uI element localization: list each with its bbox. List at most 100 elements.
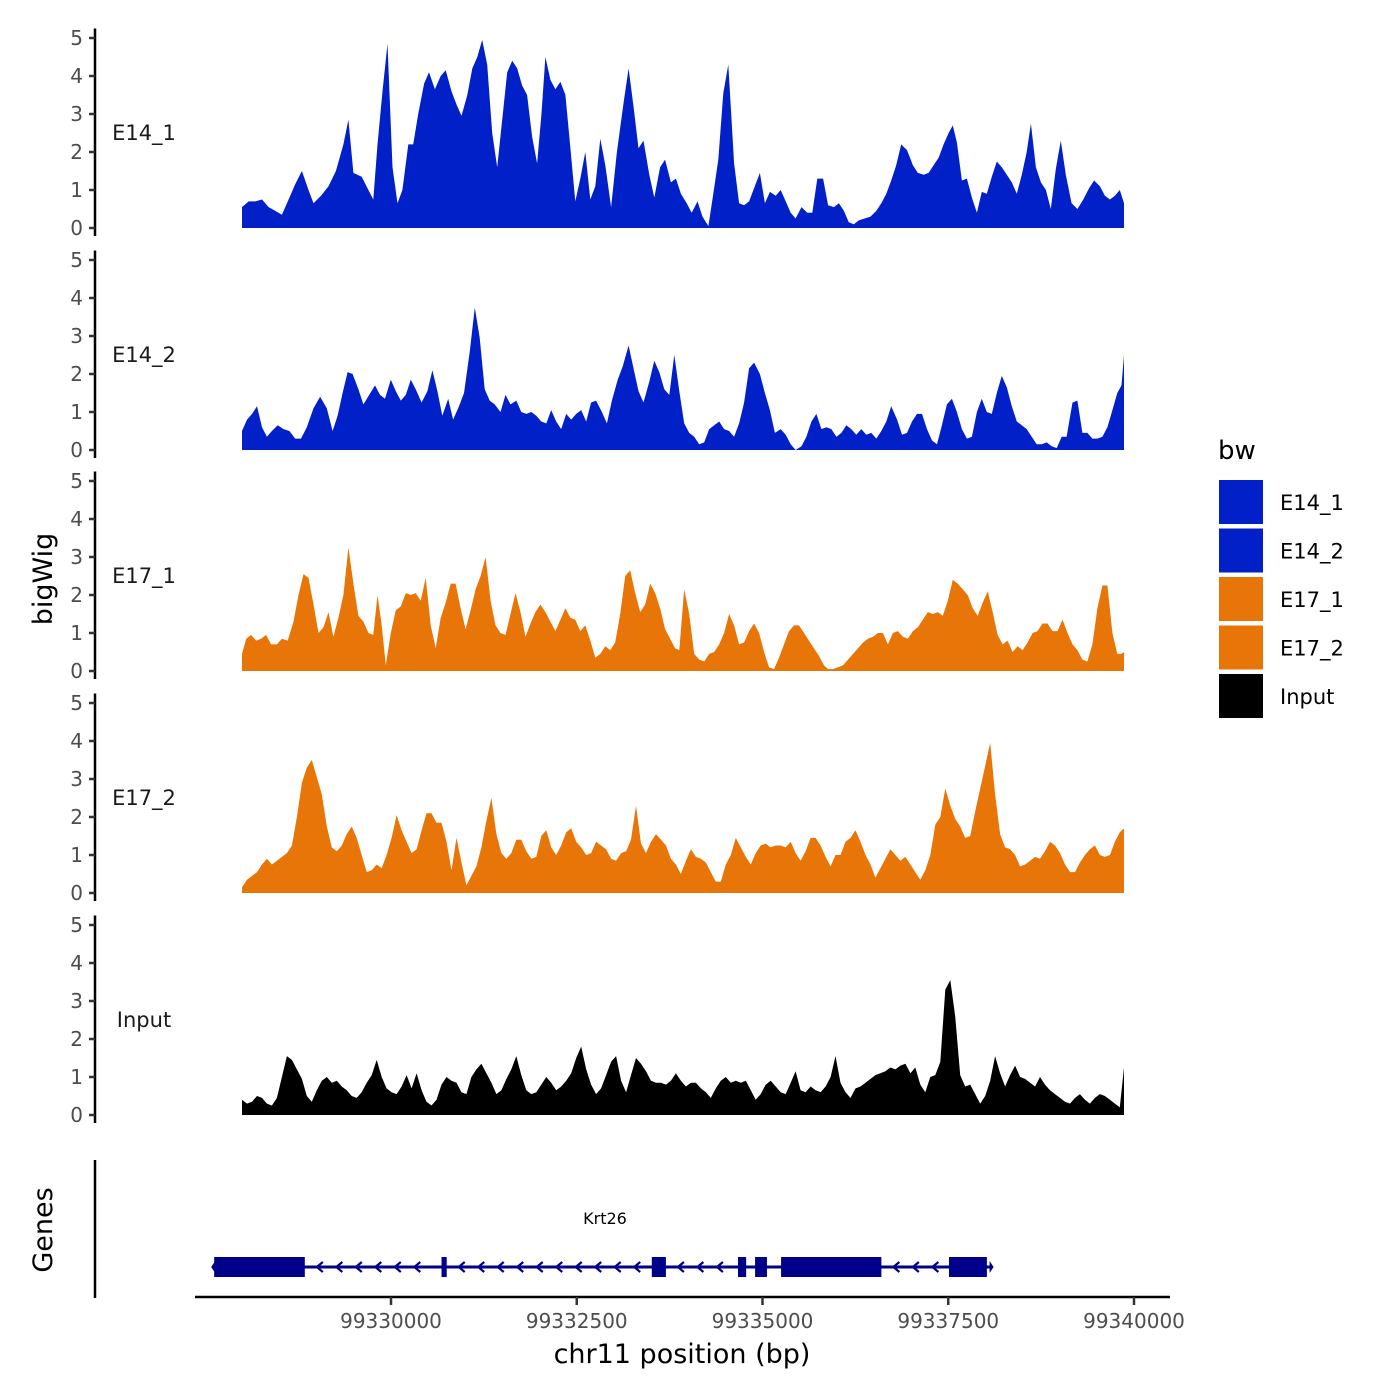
y-tick-label: 0: [70, 1103, 83, 1127]
gene-exon: [781, 1257, 882, 1277]
strand-arrow: [593, 1261, 602, 1273]
legend-items: E14_1 E14_2 E17_1 E17_2 Input: [1219, 480, 1344, 718]
y-tick-label: 3: [70, 545, 83, 569]
legend-item: E17_1: [1219, 577, 1344, 621]
signal-area-Input: [242, 980, 1124, 1115]
legend-label: E17_2: [1280, 637, 1344, 662]
legend-swatch: [1219, 480, 1263, 524]
gene-exon: [651, 1257, 666, 1277]
signal-area-E17_2: [242, 742, 1124, 893]
legend-label: E17_1: [1280, 588, 1344, 613]
y-tick-label: 1: [70, 400, 83, 424]
legend-swatch: [1219, 674, 1263, 718]
y-tick-label: 2: [70, 362, 83, 386]
strand-arrow: [334, 1261, 344, 1273]
gene-name-label: Krt26: [583, 1209, 627, 1228]
strand-arrow: [632, 1261, 641, 1273]
strand-arrow: [496, 1261, 505, 1273]
y-tick-label: 2: [70, 140, 83, 164]
legend-swatch: [1219, 577, 1263, 621]
strand-arrow: [354, 1261, 363, 1273]
x-tick-label: 99330000: [340, 1309, 442, 1333]
y-tick-label: 5: [70, 691, 83, 715]
y-tick-label: 5: [70, 469, 83, 493]
strand-arrow: [554, 1261, 563, 1273]
y-tick-label: 4: [70, 286, 83, 310]
legend-title: bw: [1218, 436, 1256, 466]
y-tick-label: 1: [70, 843, 83, 867]
strand-arrow: [911, 1261, 920, 1273]
signal-area-E14_2: [242, 307, 1124, 450]
gene-exon: [948, 1257, 987, 1277]
y-tick-label: 4: [70, 507, 83, 531]
track-label: E14_2: [112, 343, 176, 368]
y-tick-label: 1: [70, 178, 83, 202]
y-tick-label: 0: [70, 438, 83, 462]
legend-label: Input: [1280, 685, 1334, 709]
y-tick-label: 2: [70, 583, 83, 607]
legend-swatch: [1219, 528, 1263, 573]
gene-exon: [737, 1257, 747, 1277]
strand-arrow: [515, 1261, 524, 1273]
legend-item: E14_1: [1219, 480, 1344, 524]
strand-arrow: [613, 1261, 622, 1273]
y-tick-label: 5: [70, 913, 83, 937]
x-axis-ticks: 99330000 99332500 99335000 99337500 99340000: [340, 1297, 1185, 1333]
strand-arrow: [676, 1261, 685, 1273]
x-tick-label: 99337500: [897, 1309, 999, 1333]
y-tick-label: 0: [70, 881, 83, 905]
track-panels: 0 1 2 3 4 5 E14_1 0 1 2 3 4 5 E14_2 0 1 2 3 4 5 E17_1 0 1 2 3 4 5 E…: [70, 26, 1124, 1127]
y-tick-label: 2: [70, 805, 83, 829]
x-axis-title: chr11 position (bp): [554, 1339, 811, 1370]
signal-area-E17_1: [242, 547, 1124, 671]
legend-item: Input: [1219, 674, 1334, 718]
strand-arrow: [412, 1261, 422, 1273]
strand-arrow: [574, 1261, 583, 1273]
gene-track-label: Genes: [28, 1187, 59, 1272]
y-tick-label: 4: [70, 951, 83, 975]
legend-item: E14_2: [1219, 528, 1344, 573]
legend-label: E14_1: [1280, 491, 1344, 516]
y-tick-label: 0: [70, 659, 83, 683]
track-panel-E14_2: 0 1 2 3 4 5 E14_2: [70, 248, 1124, 462]
strand-arrow: [930, 1261, 940, 1273]
gene-model: [211, 1257, 994, 1277]
strand-arrow: [457, 1261, 466, 1273]
y-tick-label: 3: [70, 767, 83, 791]
gene-end-tip: [989, 1261, 994, 1273]
strand-arrow: [373, 1261, 383, 1273]
track-label: Input: [117, 1008, 171, 1032]
strand-arrow: [695, 1261, 705, 1273]
y-tick-label: 3: [70, 324, 83, 348]
y-tick-label: 3: [70, 989, 83, 1013]
strand-arrow: [891, 1261, 901, 1273]
y-axis-title: bigWig: [28, 533, 59, 626]
track-panel-E14_1: 0 1 2 3 4 5 E14_1: [70, 26, 1124, 240]
legend-item: E17_2: [1219, 625, 1344, 670]
track-label: E17_2: [112, 786, 176, 811]
strand-arrow: [393, 1261, 402, 1273]
strand-arrow: [715, 1261, 724, 1273]
track-panel-E17_1: 0 1 2 3 4 5 E17_1: [70, 469, 1124, 683]
strand-arrow: [476, 1261, 485, 1273]
y-tick-label: 0: [70, 216, 83, 240]
strand-arrow: [315, 1261, 324, 1273]
track-label: E17_1: [112, 564, 176, 589]
legend-swatch: [1219, 625, 1263, 670]
y-tick-label: 1: [70, 621, 83, 645]
legend-label: E14_2: [1280, 540, 1344, 565]
track-panel-Input: 0 1 2 3 4 5 Input: [70, 913, 1124, 1127]
x-axis: 99330000 99332500 99335000 99337500 99340000…: [195, 1295, 1185, 1370]
y-tick-label: 3: [70, 102, 83, 126]
track-panel-E17_2: 0 1 2 3 4 5 E17_2: [70, 691, 1124, 905]
y-tick-label: 2: [70, 1027, 83, 1051]
y-tick-label: 1: [70, 1065, 83, 1089]
gene-exon: [214, 1257, 305, 1277]
y-tick-label: 5: [70, 26, 83, 50]
x-tick-label: 99332500: [526, 1309, 628, 1333]
signal-area-E14_1: [242, 39, 1124, 229]
track-label: E14_1: [112, 121, 176, 146]
gene-exon: [441, 1257, 447, 1277]
y-tick-label: 5: [70, 248, 83, 272]
